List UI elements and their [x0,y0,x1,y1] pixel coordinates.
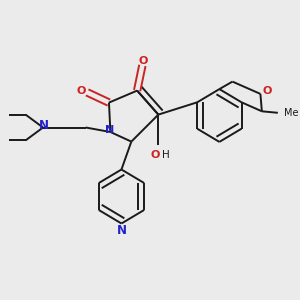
Text: O: O [76,86,86,96]
Text: N: N [116,224,127,238]
Text: H: H [162,149,170,160]
Text: N: N [105,124,115,135]
Text: O: O [138,56,148,66]
Text: Me: Me [284,108,299,118]
Text: O: O [151,149,160,160]
Text: O: O [262,86,272,97]
Text: N: N [39,118,49,132]
